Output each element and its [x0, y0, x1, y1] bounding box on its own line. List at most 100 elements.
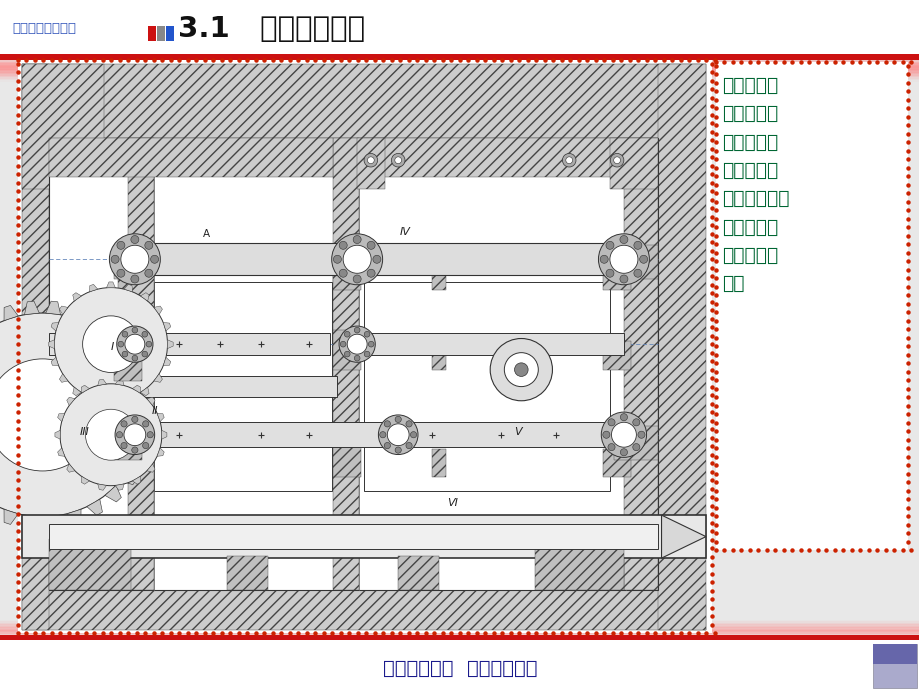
- Circle shape: [368, 342, 374, 347]
- Circle shape: [410, 432, 416, 438]
- Polygon shape: [147, 464, 155, 472]
- Circle shape: [343, 245, 370, 273]
- Polygon shape: [49, 339, 54, 348]
- Circle shape: [122, 331, 128, 337]
- Polygon shape: [67, 464, 74, 472]
- Bar: [0, 627, 919, 632]
- Bar: [0, 72, 919, 80]
- Bar: [603, 342, 630, 370]
- Circle shape: [391, 153, 404, 167]
- Bar: [114, 245, 142, 279]
- Circle shape: [367, 157, 374, 164]
- Circle shape: [111, 255, 119, 264]
- Circle shape: [367, 269, 375, 277]
- Circle shape: [387, 424, 409, 446]
- Bar: [18, 60, 711, 633]
- Bar: [0, 621, 919, 626]
- Circle shape: [619, 413, 627, 421]
- Bar: [535, 540, 623, 591]
- Circle shape: [130, 275, 139, 283]
- Polygon shape: [661, 515, 705, 558]
- Bar: [603, 262, 630, 290]
- Bar: [118, 449, 131, 477]
- Polygon shape: [132, 477, 141, 484]
- Circle shape: [142, 331, 147, 337]
- Bar: [22, 515, 705, 558]
- Polygon shape: [89, 284, 97, 292]
- Circle shape: [364, 153, 377, 167]
- Circle shape: [117, 326, 153, 362]
- Polygon shape: [25, 515, 40, 529]
- Polygon shape: [97, 484, 107, 490]
- Bar: [22, 64, 50, 630]
- Bar: [432, 342, 446, 370]
- Bar: [613, 426, 657, 460]
- Polygon shape: [67, 509, 81, 524]
- Bar: [0, 66, 919, 74]
- Bar: [22, 64, 705, 630]
- Polygon shape: [153, 306, 163, 315]
- Bar: [118, 262, 131, 290]
- Bar: [227, 556, 268, 591]
- Circle shape: [124, 424, 145, 446]
- Circle shape: [504, 353, 538, 386]
- Circle shape: [565, 157, 572, 164]
- Polygon shape: [58, 413, 64, 422]
- Bar: [609, 137, 657, 188]
- Polygon shape: [97, 380, 107, 386]
- Circle shape: [619, 235, 628, 244]
- Circle shape: [405, 442, 412, 448]
- Circle shape: [60, 384, 162, 486]
- Circle shape: [637, 431, 644, 438]
- Circle shape: [346, 334, 367, 354]
- Polygon shape: [141, 293, 149, 301]
- Bar: [0, 70, 919, 79]
- Polygon shape: [81, 385, 89, 393]
- Bar: [657, 64, 705, 630]
- Polygon shape: [141, 428, 154, 444]
- Text: V: V: [514, 427, 522, 437]
- Bar: [148, 26, 156, 41]
- Bar: [432, 449, 446, 477]
- Circle shape: [514, 363, 528, 377]
- Polygon shape: [120, 469, 137, 484]
- Circle shape: [633, 241, 641, 249]
- Polygon shape: [51, 322, 59, 331]
- Polygon shape: [167, 339, 173, 348]
- Text: 3.1   主轴部件设计: 3.1 主轴部件设计: [177, 15, 365, 43]
- Polygon shape: [86, 315, 102, 331]
- Bar: [333, 330, 360, 370]
- Bar: [50, 137, 333, 177]
- Bar: [0, 638, 919, 690]
- Bar: [0, 63, 919, 71]
- Circle shape: [130, 235, 139, 244]
- Bar: [364, 333, 623, 355]
- Circle shape: [353, 275, 361, 283]
- Polygon shape: [46, 515, 61, 529]
- Bar: [0, 68, 919, 75]
- Circle shape: [394, 416, 401, 422]
- Circle shape: [339, 269, 346, 277]
- Circle shape: [118, 342, 123, 347]
- Bar: [50, 524, 657, 549]
- Bar: [357, 137, 384, 188]
- Polygon shape: [89, 397, 97, 404]
- Bar: [50, 422, 391, 447]
- Circle shape: [384, 442, 390, 448]
- Circle shape: [367, 241, 375, 249]
- Bar: [364, 282, 609, 491]
- Circle shape: [142, 421, 149, 427]
- Bar: [432, 262, 446, 290]
- Polygon shape: [60, 306, 68, 315]
- Circle shape: [606, 269, 613, 277]
- Polygon shape: [157, 448, 164, 456]
- Text: VI: VI: [447, 498, 458, 509]
- Bar: [0, 622, 919, 627]
- Circle shape: [344, 351, 350, 357]
- Circle shape: [394, 157, 402, 164]
- Circle shape: [142, 351, 147, 357]
- Circle shape: [131, 355, 138, 361]
- Bar: [114, 347, 142, 381]
- Circle shape: [562, 153, 575, 167]
- Circle shape: [394, 447, 401, 453]
